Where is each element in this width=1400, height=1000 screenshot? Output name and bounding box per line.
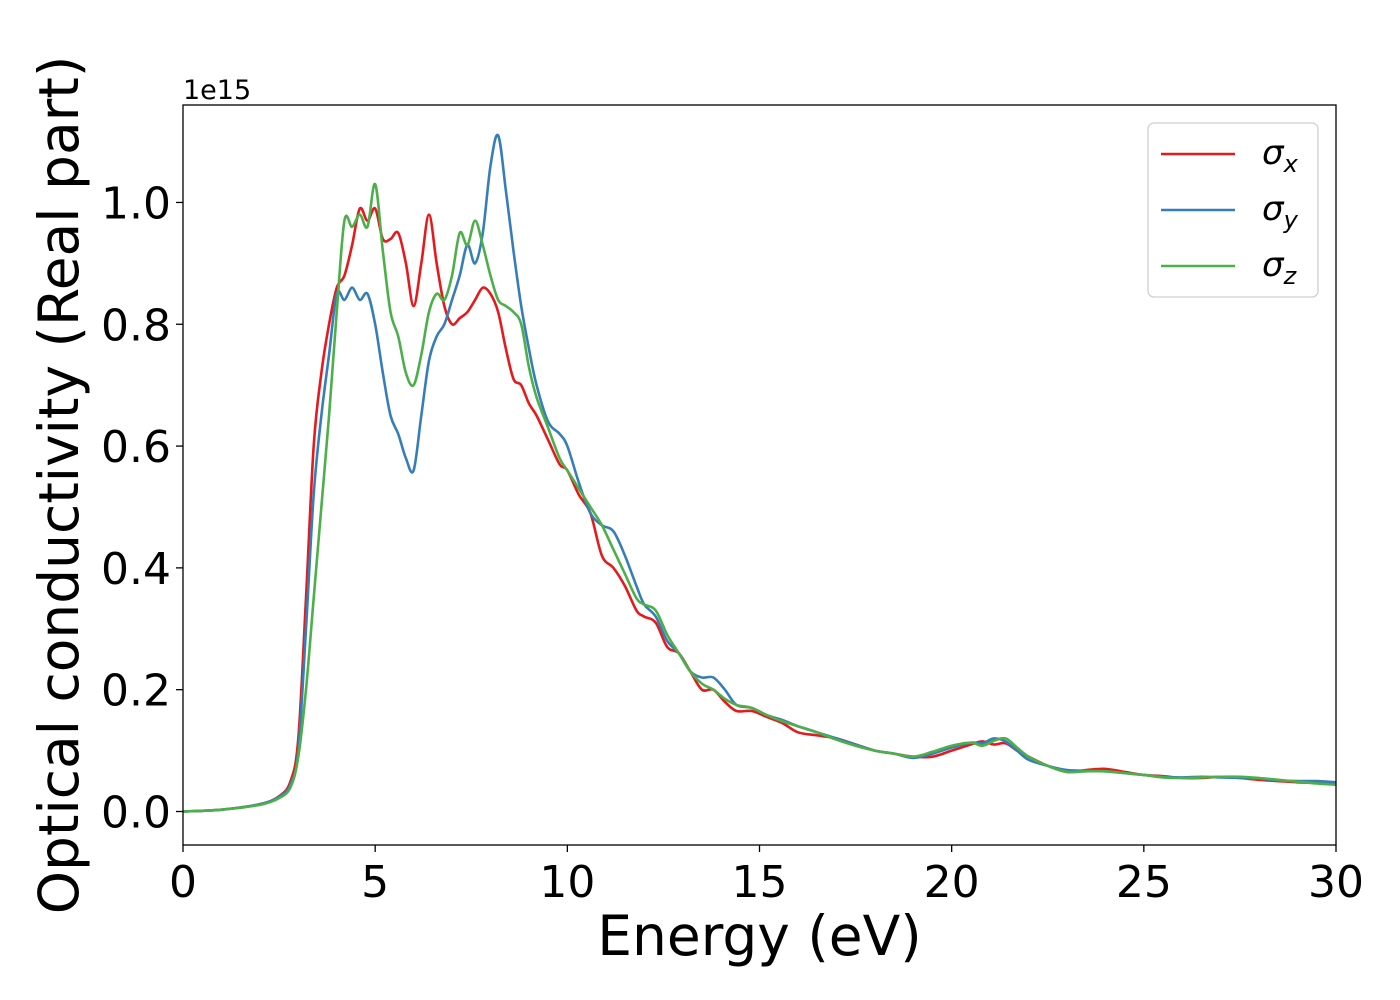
y-tick-label: 1.0 — [101, 178, 171, 229]
x-tick-label: 15 — [732, 857, 788, 908]
series-group — [183, 133, 1336, 813]
legend-subscript: x — [1283, 150, 1299, 178]
series-line-x — [183, 206, 1336, 813]
legend-symbol: σ — [1262, 189, 1285, 229]
legend-symbol: σ — [1262, 133, 1285, 173]
x-tick-label: 25 — [1116, 857, 1172, 908]
legend-subscript: y — [1283, 206, 1299, 234]
x-tick-label: 20 — [924, 857, 980, 908]
x-axis-title: Energy (eV) — [597, 904, 921, 968]
x-tick-label: 30 — [1308, 857, 1364, 908]
y-tick-label: 0.6 — [101, 422, 171, 473]
legend-subscript: z — [1283, 262, 1298, 290]
y-axis-title: Optical conductivity (Real part) — [27, 56, 91, 915]
y-tick-label: 0.2 — [101, 666, 171, 717]
legend-label-z: σz — [1262, 245, 1298, 290]
x-tick-label: 5 — [361, 857, 389, 908]
legend-label-y: σy — [1262, 189, 1299, 234]
series-line-z — [183, 182, 1336, 813]
y-tick-label: 0.4 — [101, 544, 171, 595]
x-tick-label: 10 — [539, 857, 595, 908]
x-axis: 0 5 10 15 20 25 30 — [169, 845, 1364, 908]
y-tick-label: 0.0 — [101, 788, 171, 839]
legend-symbol: σ — [1262, 245, 1285, 285]
y-axis: 0.0 0.2 0.4 0.6 0.8 1.0 — [101, 178, 183, 839]
x-tick-label: 0 — [169, 857, 197, 908]
legend-label-x: σx — [1262, 133, 1299, 178]
y-tick-label: 0.8 — [101, 300, 171, 351]
y-axis-exponent-label: 1e15 — [183, 75, 251, 106]
